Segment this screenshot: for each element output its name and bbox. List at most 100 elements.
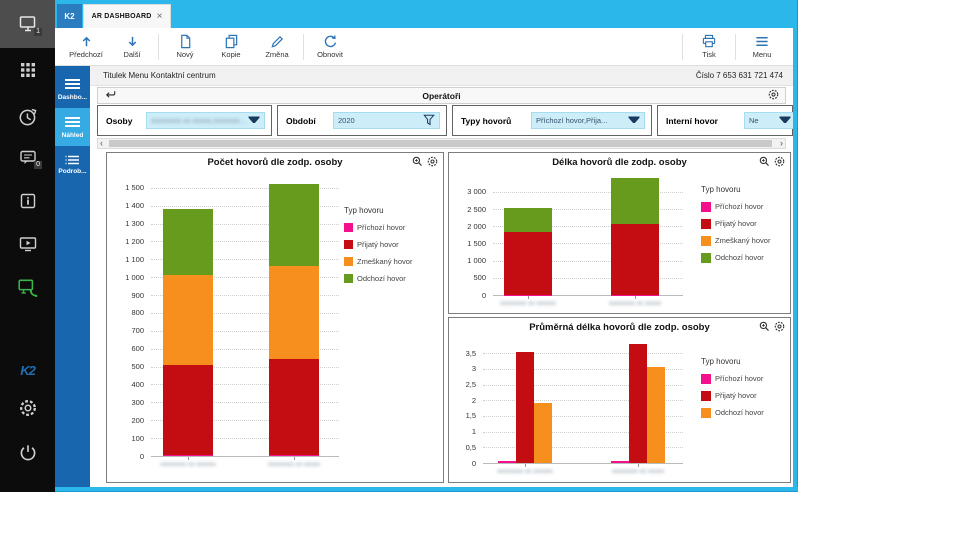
y-axis-tick-label: 1 000: [125, 272, 144, 282]
scrollbar-thumb[interactable]: [109, 140, 772, 147]
zoom-icon[interactable]: [412, 156, 423, 167]
legend-swatch: [701, 390, 711, 401]
interni-hovor-input[interactable]: Ne: [744, 112, 796, 129]
obdobi-input[interactable]: 2020: [333, 112, 440, 129]
x-axis-line: [493, 295, 683, 296]
sidebar-item-label: Náhled: [61, 132, 84, 139]
rail-callcenter-button[interactable]: [0, 270, 55, 306]
gridline: [151, 438, 339, 440]
x-category-label: xxxxxxxx xx xxxxxx: [500, 300, 556, 307]
bar: [647, 367, 665, 463]
callcenter-phone-icon: [17, 279, 37, 298]
y-axis-tick-label: 3: [471, 364, 476, 374]
legend-item: Příchozí hovor: [344, 219, 412, 236]
dropdown-icon[interactable]: [628, 116, 640, 126]
bar-segment: [163, 364, 213, 456]
refresh-icon: [324, 35, 336, 48]
tab-label: AR DASHBOARD: [91, 13, 152, 20]
filter-typy-hovoru: Typy hovorů Příchozí hovor,Přija...: [452, 105, 652, 136]
copy-icon: [225, 34, 237, 49]
gridline: [493, 226, 683, 228]
y-axis-tick-label: 400: [131, 379, 144, 389]
back-button[interactable]: [104, 87, 116, 105]
rail-history-button[interactable]: [0, 99, 55, 135]
y-axis-tick-label: 3 000: [467, 187, 486, 197]
gridline: [483, 415, 683, 417]
previous-button[interactable]: Předchozí: [63, 29, 109, 65]
panel-title: Operátoři: [422, 90, 461, 101]
button-label: Změna: [265, 50, 289, 59]
legend-label: Příchozí hovor: [715, 202, 764, 211]
new-button[interactable]: Nový: [162, 29, 208, 65]
y-axis-tick-label: 1 500: [125, 183, 144, 193]
bar-segment: [163, 275, 213, 365]
copy-button[interactable]: Kopie: [208, 29, 254, 65]
rail-media-button[interactable]: [0, 226, 55, 262]
dropdown-icon[interactable]: [779, 116, 791, 126]
rail-chat-button[interactable]: 0: [0, 140, 55, 176]
edit-button[interactable]: Změna: [254, 29, 300, 65]
chart-delka-hovoru: Délka hovorů dle zodp. osoby 0 500 1 000 1 …: [448, 152, 791, 314]
desktop-count-badge: 1: [34, 28, 42, 36]
funnel-icon[interactable]: [423, 114, 435, 128]
menu-button[interactable]: Menu: [739, 29, 785, 65]
next-button[interactable]: Další: [109, 29, 155, 65]
y-axis-tick-label: 2,5: [465, 380, 476, 390]
legend-label: Odchozí hovor: [715, 408, 764, 417]
legend-item: Odchozí hovor: [344, 270, 412, 287]
scroll-left-arrow[interactable]: ‹: [100, 138, 103, 148]
tab-bar: K2 AR DASHBOARD ×: [55, 0, 798, 28]
chart-settings-icon[interactable]: [774, 321, 785, 332]
osoby-value: xxxxxxxx xx xxxxx,xxxxxxx...: [151, 116, 247, 125]
osoby-input[interactable]: xxxxxxxx xx xxxxx,xxxxxxx...: [146, 112, 265, 129]
y-axis-tick-label: 1: [471, 427, 476, 437]
bar-segment: [504, 208, 552, 233]
legend-label: Přijatý hovor: [715, 219, 757, 228]
dropdown-icon[interactable]: [248, 116, 260, 126]
bar-segment: [504, 294, 552, 296]
legend-item: Příchozí hovor: [701, 198, 770, 215]
rail-settings-button[interactable]: [0, 390, 55, 426]
sidebar-item-nahled[interactable]: Náhled: [55, 108, 90, 146]
scroll-right-arrow[interactable]: ›: [780, 138, 783, 148]
sidebar-item-dashboard[interactable]: Dashbo...: [55, 71, 90, 107]
legend-title: Typ hovoru: [701, 185, 741, 194]
refresh-button[interactable]: Obnovit: [307, 29, 353, 65]
rail-apps-button[interactable]: [0, 52, 55, 88]
gridline: [151, 420, 339, 422]
panel-settings-icon[interactable]: [768, 87, 779, 105]
gridline: [151, 223, 339, 225]
gridline: [483, 447, 683, 449]
zoom-icon[interactable]: [759, 156, 770, 167]
chart-prumerna-delka-hovoru: Průměrná délka hovorů dle zodp. osoby 0 0…: [448, 317, 791, 483]
rail-desktop-button[interactable]: 1: [0, 0, 55, 48]
zoom-icon[interactable]: [759, 321, 770, 332]
y-axis-tick-label: 1 300: [125, 219, 144, 228]
print-button[interactable]: Tisk: [686, 29, 732, 65]
rail-power-button[interactable]: [0, 435, 55, 471]
gridline: [151, 330, 339, 332]
typy-hovoru-input[interactable]: Příchozí hovor,Přija...: [531, 112, 645, 129]
bar-segment: [611, 178, 659, 224]
apps-grid-icon: [20, 63, 35, 77]
rail-info-button[interactable]: [0, 183, 55, 219]
chart-legend: Typ hovoru Příchozí hovor Přijatý hovor Odc…: [701, 357, 764, 421]
horizontal-scrollbar[interactable]: ‹ ›: [97, 138, 786, 149]
gridline: [151, 277, 339, 279]
bar-segment: [611, 223, 659, 295]
tab-close-icon[interactable]: ×: [156, 10, 163, 22]
chart-settings-icon[interactable]: [427, 156, 438, 167]
chart-title: Počet hovorů dle zodp. osoby: [207, 157, 343, 168]
sidebar-item-podrobnosti[interactable]: Podrob...: [55, 147, 90, 183]
filter-label: Období: [286, 115, 316, 126]
gridline: [493, 277, 683, 279]
desktop-icon: [19, 16, 35, 32]
chart-settings-icon[interactable]: [774, 156, 785, 167]
tab-ar-dashboard[interactable]: AR DASHBOARD ×: [83, 4, 171, 28]
record-number: Číslo 7 653 631 721 474: [695, 71, 783, 80]
legend-label: Zmeškaný hovor: [357, 257, 413, 266]
x-axis-tick: [638, 464, 639, 467]
gridline: [483, 431, 683, 433]
tab-k2[interactable]: K2: [57, 4, 82, 28]
info-icon: [20, 193, 35, 209]
